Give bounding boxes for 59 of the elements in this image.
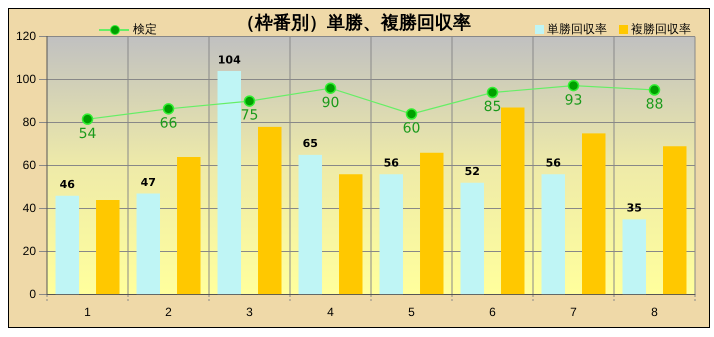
- x-tick-label: 2: [165, 305, 172, 320]
- data-label: 56: [546, 156, 562, 170]
- bar: [136, 194, 160, 294]
- x-tick-label: 7: [570, 305, 578, 320]
- bar: [582, 133, 606, 294]
- data-label: 88: [646, 96, 664, 113]
- bar: [218, 71, 242, 294]
- data-label: 35: [626, 202, 642, 215]
- x-tick-label: 1: [84, 305, 92, 320]
- data-label: 56: [384, 156, 400, 170]
- data-label: 46: [60, 178, 76, 192]
- y-tick-label: 20: [22, 244, 36, 258]
- x-tick-label: 6: [489, 305, 496, 320]
- bar: [460, 182, 484, 294]
- point: [406, 108, 418, 120]
- bar: [380, 174, 404, 294]
- y-tick-label: 40: [22, 200, 36, 215]
- data-label: 75: [240, 108, 258, 124]
- point: [486, 86, 498, 98]
- y-tick-label: 60: [22, 158, 36, 172]
- y-tick-label: 0: [29, 286, 36, 301]
- point: [568, 80, 580, 92]
- bar: [663, 146, 686, 294]
- data-label: 66: [160, 115, 178, 132]
- data-label: 85: [484, 99, 502, 116]
- data-label: 47: [140, 176, 156, 189]
- data-label: 60: [402, 120, 420, 137]
- bar: [339, 174, 363, 294]
- point: [162, 103, 174, 115]
- legend-label: 複勝回収率: [631, 21, 691, 38]
- data-label: 90: [322, 94, 340, 111]
- data-label: 93: [564, 92, 582, 108]
- data-label: 54: [78, 126, 97, 142]
- point: [244, 95, 256, 107]
- bar: [56, 196, 80, 294]
- chart-title: （枠番別）単勝、複勝回収率: [237, 12, 471, 34]
- legend-label: 単勝回収率: [547, 21, 607, 38]
- data-label: 52: [464, 165, 480, 178]
- bar: [177, 157, 201, 294]
- bar: [258, 126, 282, 294]
- x-tick-label: 8: [651, 305, 658, 320]
- bar: [420, 152, 444, 294]
- point: [82, 113, 94, 125]
- y-tick-label: 80: [22, 114, 36, 129]
- x-tick-label: 3: [246, 305, 254, 320]
- bar: [542, 174, 565, 294]
- bar: [622, 219, 646, 294]
- legend-label: 検定: [133, 21, 157, 38]
- bar: [501, 108, 524, 294]
- data-label: 65: [302, 137, 318, 150]
- x-tick-label: 5: [408, 305, 416, 320]
- y-tick-label: 120: [16, 28, 36, 43]
- bar: [298, 154, 322, 294]
- y-tick-label: 100: [16, 72, 36, 86]
- point: [324, 82, 336, 94]
- data-label: 104: [218, 53, 242, 66]
- x-tick-label: 4: [327, 305, 334, 320]
- point: [648, 84, 660, 96]
- bar: [96, 200, 120, 294]
